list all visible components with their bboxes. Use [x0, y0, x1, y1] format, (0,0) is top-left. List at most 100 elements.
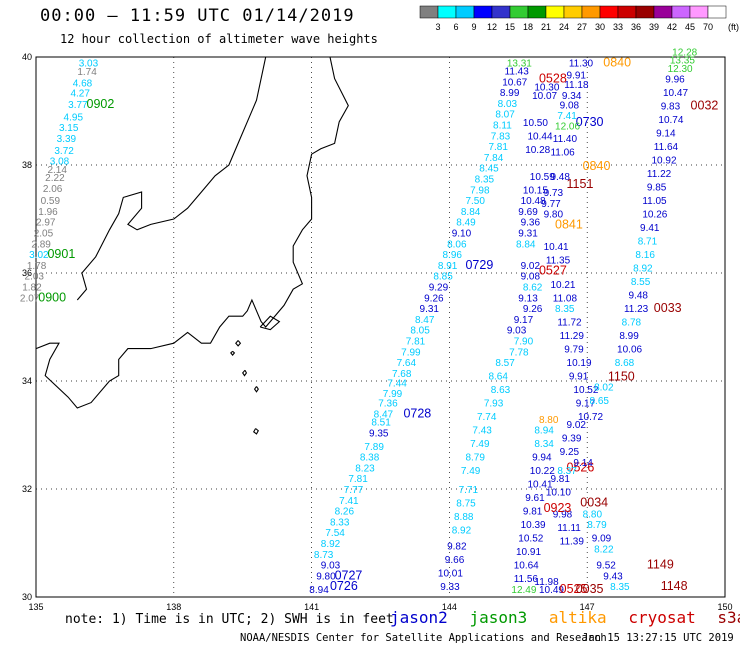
wave-height-label: 8.33: [330, 517, 350, 528]
wave-height-label: 8.84: [516, 239, 536, 250]
wave-height-label: 9.48: [550, 172, 570, 183]
wave-height-label: 12.30: [668, 64, 693, 75]
wave-height-label: 11.29: [560, 331, 585, 342]
wave-height-label: 8.07: [495, 110, 515, 121]
wave-height-label: 7.78: [509, 347, 529, 358]
wave-height-label: 10.52: [573, 385, 598, 396]
coastline: [252, 428, 260, 435]
wave-height-label: 3.39: [57, 134, 77, 145]
wave-height-label: 10.47: [663, 88, 688, 99]
legend-s3a: s3a: [717, 608, 740, 627]
longitude-tick-label: 144: [442, 602, 457, 612]
wave-height-label: 8.79: [465, 453, 485, 464]
wave-height-label: 11.43: [505, 67, 530, 78]
wave-height-label: 9.03: [507, 326, 527, 337]
wave-height-label: 12.28: [672, 48, 697, 59]
colorbar-tick-label: 6: [453, 22, 458, 32]
wave-height-label: 3.77: [68, 100, 88, 111]
wave-height-label: 9.52: [596, 561, 616, 572]
wave-height-label: 9.81: [550, 474, 570, 485]
wave-height-label: 8.05: [410, 326, 430, 337]
wave-height-label: 10.22: [530, 466, 555, 477]
pass-time-label: 1149: [647, 558, 674, 572]
pass-time-label: 0840: [583, 159, 611, 173]
longitude-tick-label: 147: [580, 602, 595, 612]
wave-height-label: 2.06: [43, 184, 63, 195]
wave-height-label: 8.11: [493, 121, 512, 132]
wave-height-label: 3.72: [54, 146, 74, 157]
colorbar-tick-label: 70: [703, 22, 713, 32]
footer-note: note: 1) Time is in UTC; 2) SWH is in fe…: [65, 612, 394, 627]
wave-height-label: 10.30: [534, 83, 559, 94]
wave-height-label: 7.84: [484, 153, 504, 164]
wave-height-label: 7.36: [378, 399, 398, 410]
wave-height-label: 10.10: [546, 488, 571, 499]
wave-height-label: 4.27: [70, 89, 90, 100]
wave-height-label: 10.48: [521, 196, 546, 207]
wave-height-label: 8.79: [587, 520, 607, 531]
latitude-tick-label: 34: [22, 376, 32, 386]
colorbar-tick-label: 24: [559, 22, 569, 32]
wave-height-label: 8.47: [415, 315, 435, 326]
pass-time-label: 0840: [603, 55, 631, 69]
wave-height-label: 10.52: [518, 534, 543, 545]
wave-height-label: 8.75: [456, 499, 476, 510]
wave-height-label: 8.71: [638, 237, 658, 248]
wave-height-colorbar: 3 6 9 12 15 18 21 24 27 30 33 36 39 42 45 70 (ft): [419, 5, 739, 32]
credit-line: NOAA/NESDIS Center for Satellite Applica…: [240, 632, 607, 644]
pass-time-label: 0033: [654, 301, 682, 315]
wave-height-label: 9.03: [321, 561, 341, 572]
wave-height-label: 8.96: [443, 250, 463, 261]
wave-height-label: 9.26: [424, 293, 444, 304]
wave-height-label: 8.03: [498, 99, 518, 110]
colorbar-tick-label: 36: [631, 22, 641, 32]
longitude-tick-label: 138: [166, 602, 181, 612]
colorbar-tick-label: 42: [667, 22, 677, 32]
figure-subtitle: 12 hour collection of altimeter wave hei…: [60, 32, 378, 46]
wave-height-label: 8.62: [523, 283, 543, 294]
wave-height-label: 8.38: [360, 453, 380, 464]
wave-height-label: 9.77: [541, 199, 561, 210]
wave-height-label: 1.78: [27, 261, 47, 272]
latitude-tick-label: 32: [22, 484, 32, 494]
colorbar-tick-label: 33: [613, 22, 623, 32]
wave-height-label: 7.99: [401, 347, 421, 358]
wave-height-label: 4.68: [73, 78, 93, 89]
wave-height-label: 9.91: [569, 372, 589, 383]
wave-height-label: 8.06: [447, 239, 467, 250]
pass-time-label: 0034: [580, 496, 608, 510]
wave-height-label: 10.74: [658, 115, 683, 126]
wave-height-label: 9.08: [521, 272, 541, 283]
wave-height-label: 10.72: [578, 412, 603, 423]
longitude-tick-label: 141: [304, 602, 319, 612]
wave-height-label: 9.82: [447, 542, 467, 553]
wave-height-label: 9.43: [603, 571, 623, 582]
wave-height-label: 2.07: [20, 293, 40, 304]
wave-height-label: 9.26: [523, 304, 543, 315]
latitude-tick-label: 40: [22, 52, 32, 62]
wave-height-label: 2.22: [45, 173, 65, 184]
wave-height-label: 8.94: [309, 585, 329, 596]
wave-height-label: 10.64: [514, 561, 539, 572]
wave-height-label: 10.59: [530, 172, 555, 183]
colorbar-tick-label: 27: [577, 22, 587, 32]
wave-height-label: 9.80: [544, 210, 564, 221]
wave-height-label: 9.17: [576, 399, 596, 410]
coastline: [253, 386, 259, 393]
wave-height-label: 8.63: [491, 385, 511, 396]
latitude-tick-label: 36: [22, 268, 32, 278]
wave-height-label: 3.08: [50, 157, 70, 168]
colorbar-tick-label: 30: [595, 22, 605, 32]
legend-altika: altika: [548, 608, 607, 627]
pass-time-label: 0035: [576, 582, 604, 596]
wave-height-label: 7.89: [364, 442, 384, 453]
wave-height-label: 8.73: [314, 550, 334, 561]
wave-height-label: 10.19: [567, 358, 592, 369]
wave-height-label: 8.80: [539, 415, 559, 426]
wave-height-label: 10.01: [438, 569, 463, 580]
pass-time-label: 0528: [539, 72, 567, 86]
wave-height-label: 8.26: [335, 507, 355, 518]
colorbar-tick-label: 9: [471, 22, 476, 32]
wave-height-label: 7.44: [387, 379, 407, 390]
